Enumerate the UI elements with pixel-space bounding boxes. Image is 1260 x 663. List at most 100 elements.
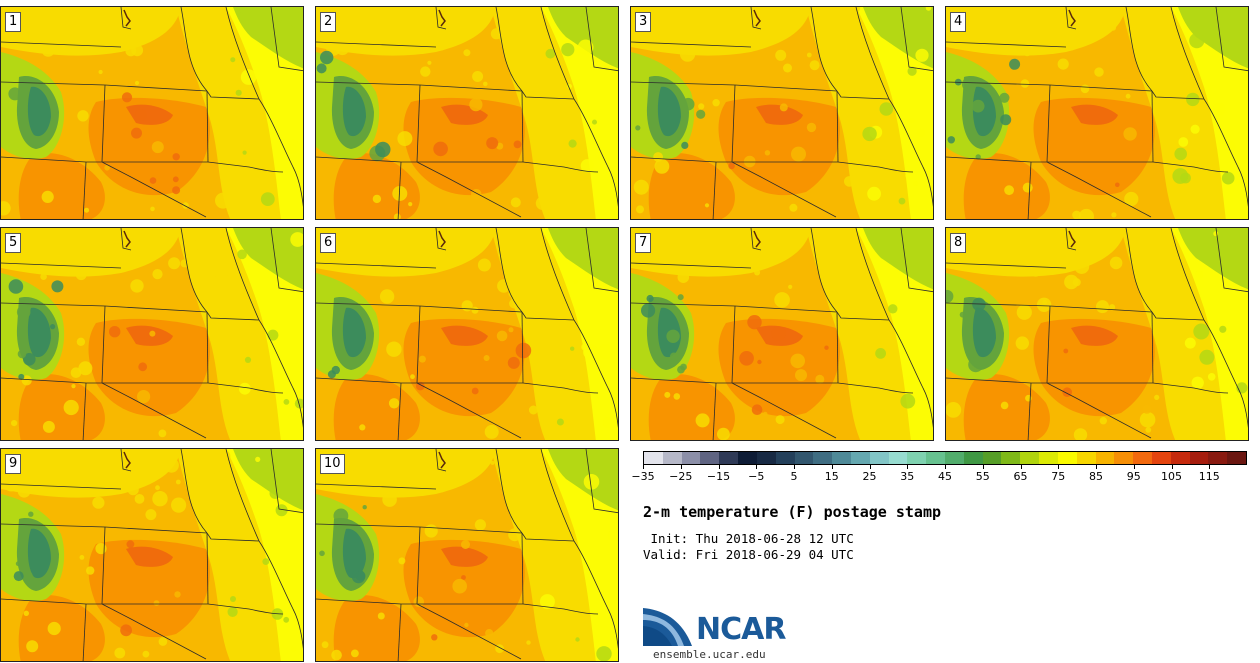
state-boundary xyxy=(120,449,132,472)
field-speckle xyxy=(70,367,82,378)
field-speckle xyxy=(471,189,482,200)
river-feature xyxy=(123,230,131,248)
field-speckle xyxy=(333,508,349,524)
state-boundary xyxy=(521,532,575,542)
bright-yellow-region xyxy=(541,7,618,219)
field-speckle xyxy=(764,150,771,156)
field-speckle xyxy=(1004,185,1014,196)
ncar-logo-arc-highlight xyxy=(643,614,684,646)
field-speckle xyxy=(996,258,1003,265)
field-speckle xyxy=(452,578,467,594)
field-speckle xyxy=(646,294,654,303)
state-boundary xyxy=(1,483,122,490)
postage-stamp-panel: 9 xyxy=(0,448,304,662)
colorbar-swatch xyxy=(1020,452,1040,464)
colorbar-tick-label: 35 xyxy=(900,470,915,483)
colorbar-swatch xyxy=(850,452,870,464)
field-speckle xyxy=(8,279,24,294)
state-boundary xyxy=(750,228,762,251)
field-speckle xyxy=(1036,297,1052,312)
field-speckle xyxy=(485,629,494,638)
field-speckle xyxy=(573,279,578,284)
field-speckle xyxy=(138,362,148,372)
field-speckle xyxy=(255,456,261,462)
field-speckle xyxy=(175,479,181,485)
field-speckle xyxy=(349,311,356,318)
state-boundary xyxy=(180,7,208,92)
state-boundary xyxy=(416,305,421,384)
field-speckle xyxy=(664,391,671,398)
field-speckle xyxy=(1213,231,1219,237)
field-speckle xyxy=(596,646,612,661)
hottest-spot xyxy=(1071,325,1118,346)
state-boundary xyxy=(435,7,447,30)
field-speckle xyxy=(320,50,334,65)
northeast-cool-region xyxy=(548,449,618,511)
state-boundary xyxy=(900,7,933,72)
state-boundary xyxy=(316,377,402,384)
state-boundary xyxy=(731,84,736,163)
field-speckle xyxy=(127,484,139,496)
field-speckle xyxy=(269,487,281,499)
field-speckle xyxy=(669,21,686,38)
valid-time: Valid: Fri 2018-06-29 04 UTC xyxy=(643,547,854,562)
temperature-colorbar xyxy=(643,451,1247,465)
field-speckle xyxy=(923,382,933,391)
high-terrain-region xyxy=(972,86,996,137)
field-speckle xyxy=(662,230,668,237)
field-speckle xyxy=(747,315,762,330)
field-speckle xyxy=(240,69,257,85)
field-speckle xyxy=(533,331,547,345)
field-speckle xyxy=(698,103,705,110)
colorbar-tick xyxy=(718,465,720,469)
state-boundary xyxy=(731,305,736,384)
state-boundary xyxy=(225,7,260,100)
field-speckle xyxy=(1145,427,1152,433)
field-speckle xyxy=(319,550,325,557)
colorbar-swatch xyxy=(700,452,720,464)
field-speckle xyxy=(681,141,689,149)
field-speckle xyxy=(21,375,32,386)
field-speckle xyxy=(4,478,18,492)
field-speckle xyxy=(602,417,614,428)
field-speckle xyxy=(17,349,27,359)
field-speckle xyxy=(1022,182,1033,193)
field-speckle xyxy=(137,390,151,404)
field-speckle xyxy=(1057,58,1069,70)
state-boundary xyxy=(120,228,132,251)
northeast-cool-region xyxy=(548,7,618,69)
field-speckle xyxy=(472,71,484,82)
member-number: 9 xyxy=(5,454,22,474)
field-speckle xyxy=(413,596,425,607)
river-feature xyxy=(1068,230,1076,248)
field-speckle xyxy=(946,289,954,303)
field-speckle xyxy=(844,176,855,187)
field-speckle xyxy=(109,326,121,338)
northeast-cool-region xyxy=(863,228,933,290)
northeast-cool-region xyxy=(233,228,303,290)
field-speckle xyxy=(789,203,798,212)
field-speckle xyxy=(431,634,438,641)
field-speckle xyxy=(905,375,916,385)
hottest-spot xyxy=(441,325,488,346)
field-speckle xyxy=(1023,48,1032,57)
field-speckle xyxy=(510,197,521,208)
field-speckle xyxy=(666,329,680,343)
field-speckle xyxy=(18,373,25,380)
state-boundary xyxy=(1065,228,1077,251)
state-boundary xyxy=(1046,84,1051,163)
field-speckle xyxy=(98,69,103,75)
colorbar-tick xyxy=(831,465,833,469)
state-boundary xyxy=(837,161,914,173)
state-boundary xyxy=(1151,311,1154,384)
field-speckle xyxy=(379,289,395,304)
state-boundary xyxy=(1152,161,1229,173)
field-speckle xyxy=(372,194,382,204)
field-speckle xyxy=(1099,249,1107,257)
field-speckle xyxy=(556,418,564,426)
field-speckle xyxy=(134,494,145,504)
state-boundary xyxy=(900,228,933,293)
field-speckle xyxy=(1063,348,1069,354)
colorbar-tick-label: 105 xyxy=(1161,470,1182,483)
field-speckle xyxy=(867,186,881,201)
